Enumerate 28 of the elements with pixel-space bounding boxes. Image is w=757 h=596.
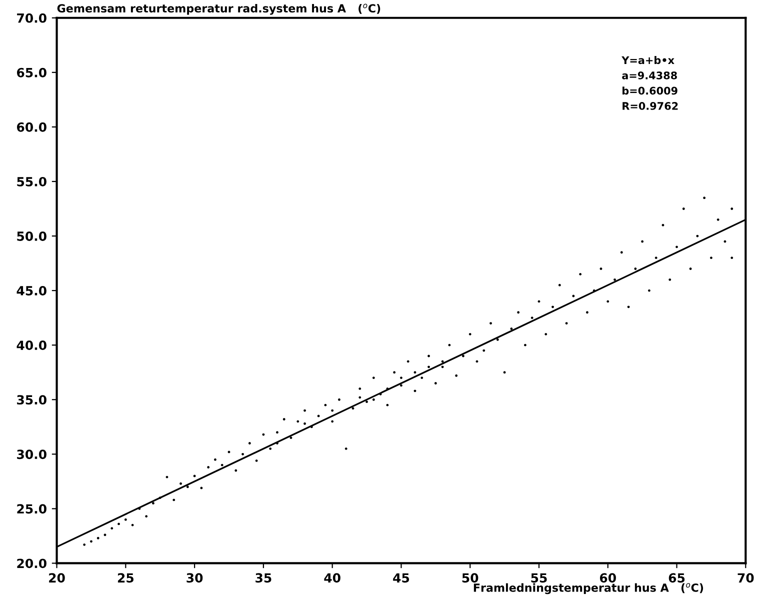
y-tick-label: 45.0 [16, 286, 46, 296]
x-tick-label: 55 [531, 573, 547, 583]
y-tick-label: 50.0 [17, 231, 46, 241]
y-tick-label: 60.0 [16, 122, 46, 132]
y-tick-label: 20.0 [17, 558, 46, 568]
y-tick-label: 35.0 [17, 395, 46, 405]
x-tick-label: 40 [324, 573, 340, 583]
x-tick-label: 20 [49, 573, 65, 583]
annotation: Y=a+b•x [622, 56, 674, 64]
x-tick-label: 65 [668, 573, 685, 583]
x-tick-label: 70 [738, 573, 754, 583]
y-tick-label: 55.0 [17, 176, 46, 186]
x-tick-label: 25 [118, 573, 134, 583]
x-tick-label: 30 [186, 573, 203, 583]
x-tick-label: 50 [462, 573, 478, 583]
x-axis-title: Framledningstemperatur hus A ($^{o}$C) [474, 583, 704, 594]
y-tick-label: 65.0 [16, 68, 46, 78]
y-tick-label: 40.0 [16, 340, 46, 350]
annotation: R=0.9762 [622, 102, 678, 110]
annotation: a=9.4388 [622, 72, 677, 80]
x-tick-label: 35 [256, 573, 272, 583]
y-tick-label: 70.0 [17, 13, 46, 23]
annotation: b=0.6009 [622, 86, 678, 95]
x-tick-label: 60 [600, 573, 616, 583]
y-tick-label: 30.0 [17, 450, 46, 460]
y-tick-label: 25.0 [17, 504, 46, 514]
chart-title: Gemensam returtemperatur rad.system hus A ($^{o}$C) [57, 4, 380, 15]
x-tick-label: 45 [393, 573, 410, 583]
